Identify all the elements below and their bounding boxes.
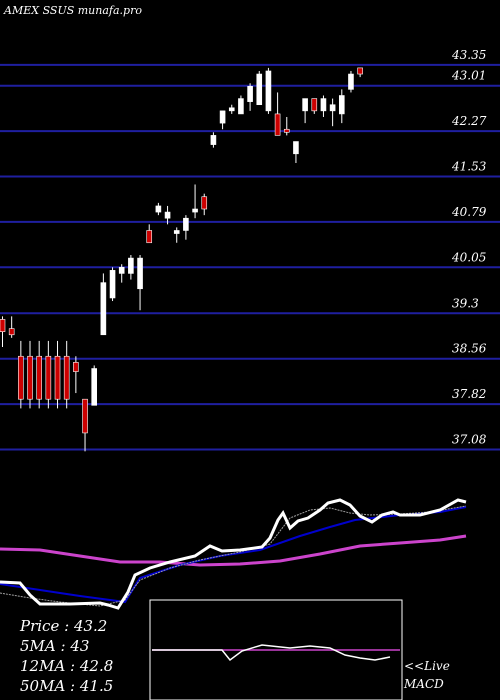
candle-26 [238, 95, 244, 115]
candle-4 [36, 340, 42, 409]
price-info: Price : 43.2 [19, 617, 107, 635]
ma12-value: 42.8 [79, 657, 113, 675]
candle-10 [91, 365, 97, 406]
macd-line [152, 644, 391, 662]
candle-36 [329, 98, 336, 127]
candle-35 [320, 95, 327, 117]
candle-19 [173, 227, 180, 243]
price-value: 43.2 [73, 617, 107, 635]
candle-3 [27, 340, 33, 409]
y-tick-label-6: 39.3 [452, 296, 479, 310]
indicator-panel: Price : 43.2 5MA : 43 12MA : 42.8 50MA :… [19, 617, 113, 695]
candle-27 [247, 83, 253, 111]
y-tick-label-3: 41.53 [451, 159, 487, 173]
candle-16 [146, 224, 153, 244]
ma5-value: 43 [69, 637, 89, 655]
y-axis-labels: 43.35 43.01 42.27 41.53 40.79 40.05 39.3 38.56 3… [451, 48, 487, 447]
candle-15 [137, 255, 143, 311]
candle-30 [274, 92, 281, 136]
price-label: Price [19, 617, 59, 635]
candle-37 [338, 89, 345, 124]
candle-29 [265, 67, 272, 114]
price-line [0, 498, 467, 610]
ma50-value: 41.5 [79, 677, 113, 695]
candle-7 [63, 340, 70, 409]
candle-22 [201, 193, 208, 216]
ma-long-line [0, 534, 467, 567]
ma12-label: 12MA [20, 657, 65, 675]
candle-23 [210, 132, 217, 148]
ma50-info: 50MA : 41.5 [20, 677, 113, 695]
candle-6 [54, 340, 61, 409]
y-tick-label-0: 43.35 [451, 48, 486, 62]
candle-24 [219, 110, 226, 130]
candle-0 [0, 316, 6, 348]
candle-17 [155, 202, 162, 216]
candle-32 [293, 141, 299, 163]
y-tick-label-4: 40.79 [451, 205, 487, 219]
macd-live-label: <<Live [404, 659, 450, 673]
y-tick-label-2: 42.27 [451, 114, 487, 128]
y-tick-label-7: 38.56 [452, 342, 487, 356]
candle-39 [357, 67, 363, 78]
candle-31 [283, 116, 290, 136]
candle-21 [192, 184, 198, 219]
candle-12 [109, 267, 116, 302]
candle-18 [164, 205, 171, 225]
y-tick-label-8: 37.82 [452, 387, 486, 401]
gridlines [0, 63, 500, 451]
candles [0, 67, 363, 452]
candle-11 [100, 273, 107, 336]
candle-2 [18, 340, 24, 409]
chart-title: AMEX SSUS munafa.pro [3, 4, 142, 17]
y-tick-label-9: 37.08 [452, 433, 487, 447]
candle-28 [256, 70, 263, 106]
ma50-label: 50MA [20, 677, 65, 695]
ma5-label: 5MA [20, 637, 56, 655]
ma5-info: 5MA : 43 [20, 637, 89, 655]
candle-8 [73, 356, 79, 394]
y-tick-label-5: 40.05 [451, 250, 486, 264]
macd-title-label: MACD [403, 677, 444, 691]
candle-20 [183, 215, 189, 240]
candle-14 [128, 255, 134, 280]
y-tick-label-1: 43.01 [451, 69, 486, 83]
ma12-info: 12MA : 42.8 [20, 657, 113, 675]
candle-33 [302, 98, 308, 124]
lower-panel [0, 498, 467, 610]
candle-9 [82, 398, 88, 452]
candle-5 [45, 340, 52, 409]
candle-25 [228, 104, 235, 114]
candle-1 [8, 316, 15, 338]
candle-13 [118, 264, 125, 283]
candle-34 [311, 98, 318, 114]
candle-38 [348, 70, 354, 93]
